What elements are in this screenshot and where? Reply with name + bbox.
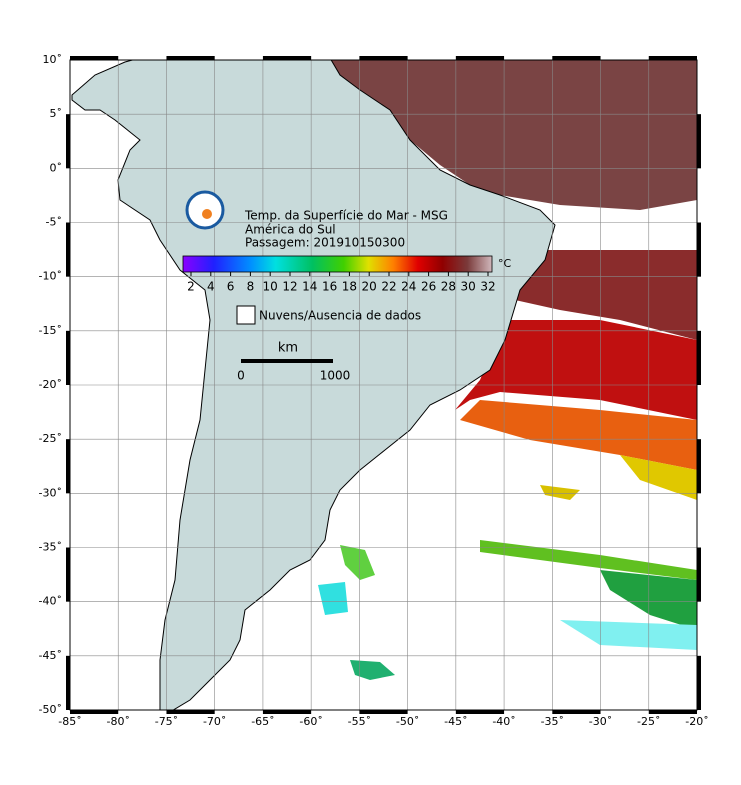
logo-dot [202,209,212,219]
frame-segment [166,710,215,714]
frame-segment [66,222,70,277]
colorbar-unit: °C [498,257,512,270]
colorbar [182,255,493,273]
colorbar-tick-label: 12 [282,280,297,294]
colorbar-tick-label: 4 [207,280,215,294]
lat-tick-label: -10˚ [39,270,62,283]
lat-tick-label: -50˚ [39,703,62,716]
lat-tick-label: -15˚ [39,324,62,337]
lon-tick-label: -65˚ [251,715,274,728]
lat-tick-label: -40˚ [39,595,62,608]
frame-segment [697,439,701,494]
colorbar-tick-label: 18 [342,280,357,294]
scale-label: 1000 [320,369,351,383]
lat-tick-label: -35˚ [39,541,62,554]
sst-yellow-south [540,485,580,500]
colorbar-tick-label: 28 [441,280,456,294]
lat-tick-label: -45˚ [39,649,62,662]
lon-tick-label: -40˚ [492,715,515,728]
legend-swatch [236,305,256,325]
lon-tick-label: -35˚ [541,715,564,728]
colorbar-tick-label: 16 [322,280,337,294]
scale-bar [241,359,333,363]
frame-segment [66,547,70,602]
sst-teal-patch [350,660,395,680]
frame-segment [70,56,119,60]
lat-tick-label: -30˚ [39,486,62,499]
sst-cyan-east [560,620,697,650]
lon-tick-label: -55˚ [348,715,371,728]
colorbar-tick-label: 20 [362,280,377,294]
scale-unit: km [278,341,298,356]
title-line: Temp. da Superfície do Mar - MSG [244,209,448,223]
lat-tick-label: 5˚ [50,107,63,120]
lon-tick-label: -85˚ [58,715,81,728]
sst-red [455,320,697,420]
lon-tick-label: -75˚ [155,715,178,728]
lat-tick-label: 0˚ [50,161,63,174]
colorbar-tick-label: 10 [263,280,278,294]
graticule [69,59,698,711]
sst-cyan-patch [318,582,348,615]
colorbar-tick-label: 6 [227,280,235,294]
frame-segment [262,710,312,714]
frame-segment [359,56,408,60]
sst-green-patch [340,545,375,580]
lon-tick-label: -60˚ [299,715,322,728]
colorbar-tick-label: 2 [187,280,195,294]
frame-segment [552,710,601,714]
colorbar-tick-label: 32 [480,280,495,294]
frame-segment [359,710,408,714]
frame-segment [455,710,505,714]
frame-segment [166,56,215,60]
sst-east [515,250,697,340]
colorbar-tick-label: 24 [401,280,416,294]
lat-tick-label: -20˚ [39,378,62,391]
colorbar-tick-label: 22 [381,280,396,294]
frame-segment [66,655,70,710]
logo [185,190,225,230]
lat-tick-label: -5˚ [46,216,62,229]
lon-tick-label: -30˚ [589,715,612,728]
lon-tick-label: -45˚ [444,715,467,728]
legend-label: Nuvens/Ausencia de dados [259,309,421,323]
colorbar-tick-label: 30 [461,280,476,294]
sst-north [330,60,697,210]
lon-tick-label: -70˚ [203,715,226,728]
scale-label: 0 [237,369,245,383]
lat-tick-label: 10˚ [43,53,63,66]
frame-segment [697,114,701,169]
title-line: Passagem: 201910150300 [245,236,405,250]
frame-segment [697,547,701,602]
lon-tick-label: -20˚ [685,715,708,728]
lat-tick-label: -25˚ [39,432,62,445]
colorbar-tick-label: 8 [247,280,255,294]
frame-segment [648,710,697,714]
frame-segment [66,330,70,385]
frame-segment [262,56,312,60]
colorbar-tick-label: 26 [421,280,436,294]
sst-yellow [620,455,697,500]
sst-green [480,540,697,580]
frame-segment [648,56,697,60]
frame-segment [66,439,70,494]
frame-segment [70,710,119,714]
frame-segment [455,56,505,60]
title-line: América do Sul [245,223,336,237]
sst-orange [460,400,697,470]
frame-segment [552,56,601,60]
lon-tick-label: -50˚ [396,715,419,728]
colorbar-tick-label: 14 [302,280,317,294]
frame-segment [66,114,70,169]
frame-segment [697,222,701,277]
frame-segment [697,330,701,385]
lon-tick-label: -25˚ [637,715,660,728]
frame-segment [697,655,701,710]
lon-tick-label: -80˚ [106,715,129,728]
